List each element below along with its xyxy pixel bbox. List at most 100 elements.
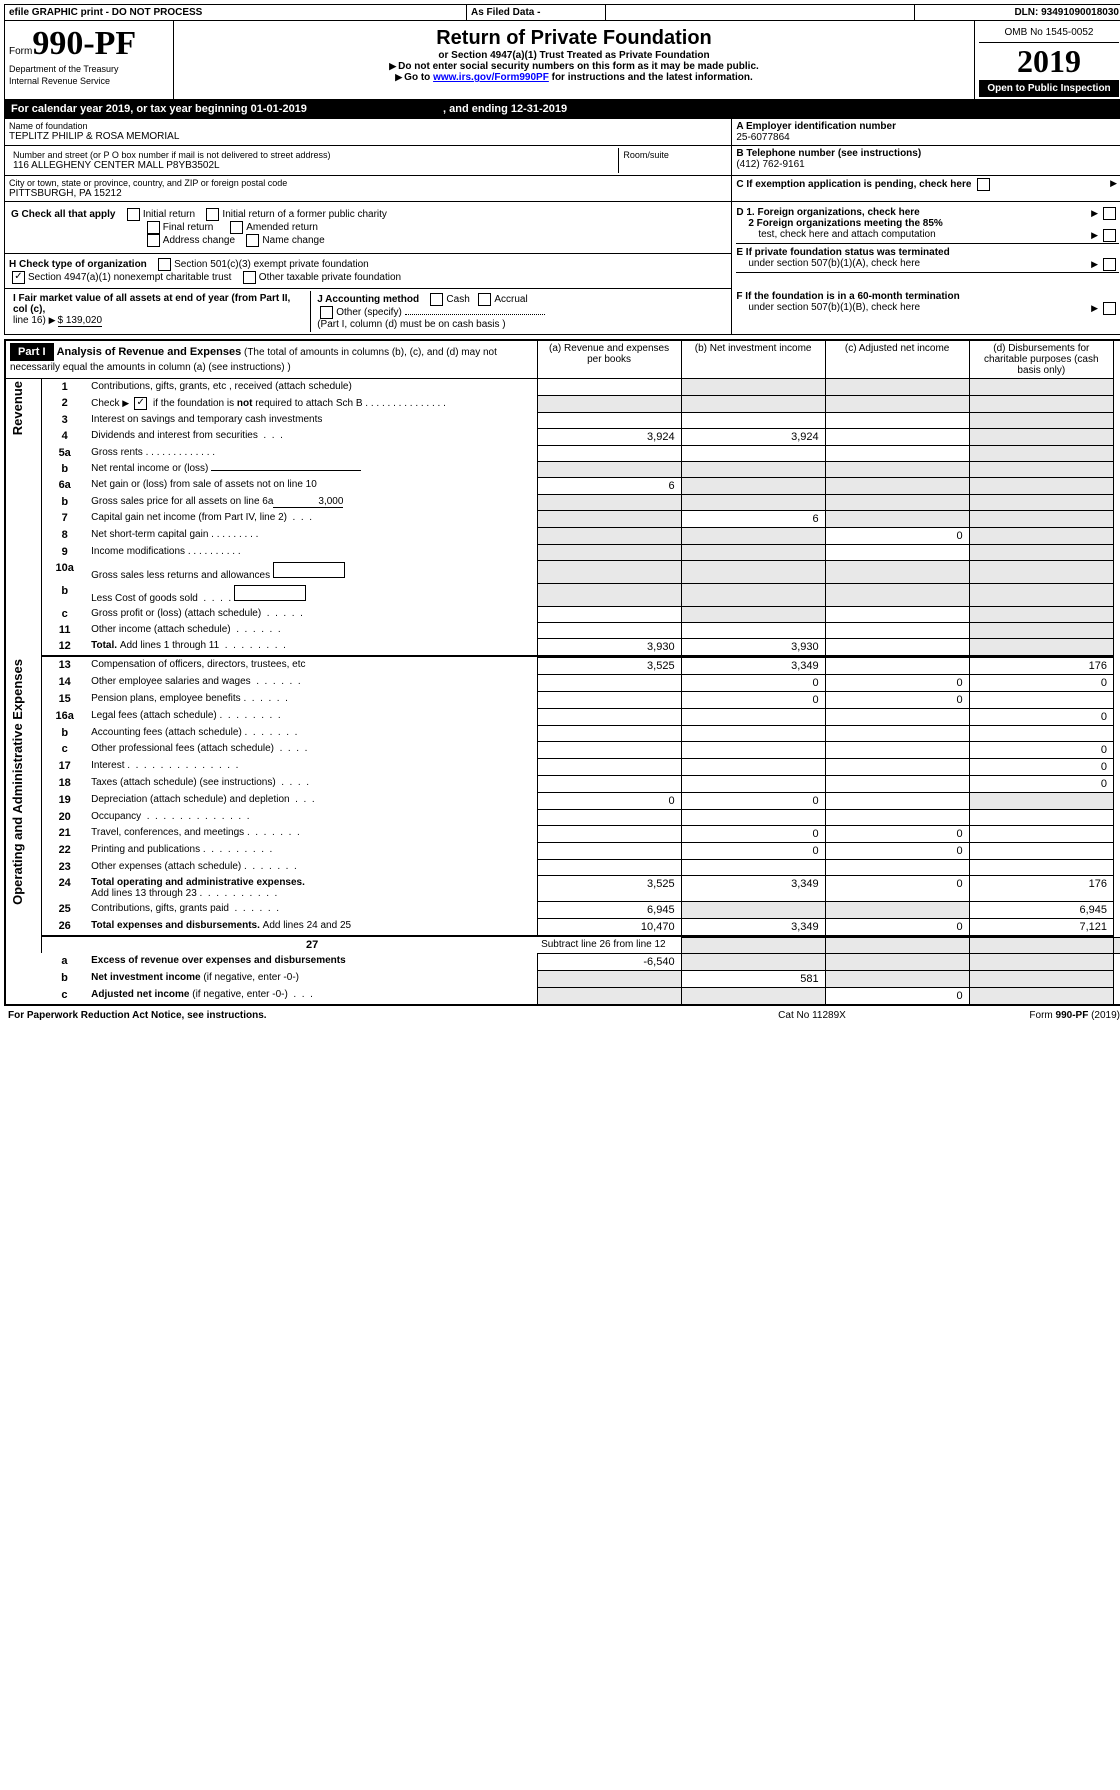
revenue-section: Revenue bbox=[10, 381, 30, 435]
row6b-text: Gross sales price for all assets on line… bbox=[91, 496, 273, 507]
row25-d: 6,945 bbox=[969, 901, 1113, 918]
row9-num: 9 bbox=[42, 544, 87, 560]
f-checkbox[interactable] bbox=[1103, 302, 1116, 315]
row16b-num: b bbox=[42, 725, 87, 741]
row21-num: 21 bbox=[42, 825, 87, 842]
row24-a: 3,525 bbox=[537, 875, 681, 901]
g-amended-checkbox[interactable] bbox=[230, 221, 243, 234]
e-checkbox[interactable] bbox=[1103, 258, 1116, 271]
part1-title: Analysis of Revenue and Expenses bbox=[57, 346, 242, 358]
row22-text: Printing and publications bbox=[91, 844, 200, 855]
h-4947: Section 4947(a)(1) nonexempt charitable … bbox=[28, 272, 231, 283]
row15-num: 15 bbox=[42, 691, 87, 708]
row27a-text: Excess of revenue over expenses and disb… bbox=[87, 953, 537, 970]
row27b-b: 581 bbox=[681, 970, 825, 987]
row24-text: Total operating and administrative expen… bbox=[91, 877, 305, 888]
row21-text: Travel, conferences, and meetings bbox=[91, 827, 244, 838]
row17-d: 0 bbox=[969, 758, 1113, 775]
row26-num: 26 bbox=[42, 918, 87, 936]
g-initial-former: Initial return of a former public charit… bbox=[222, 209, 387, 220]
row14-num: 14 bbox=[42, 674, 87, 691]
row27-text: Subtract line 26 from line 12 bbox=[537, 937, 681, 953]
col-a-header: (a) Revenue and expenses per books bbox=[537, 340, 681, 379]
row13-a: 3,525 bbox=[537, 657, 681, 674]
footer-form-year: (2019) bbox=[1088, 1010, 1120, 1021]
row20-num: 20 bbox=[42, 809, 87, 825]
phone-value: (412) 762-9161 bbox=[736, 159, 1119, 170]
irs: Internal Revenue Service bbox=[9, 76, 110, 86]
row18-d: 0 bbox=[969, 775, 1113, 792]
row26-a: 10,470 bbox=[537, 918, 681, 936]
goto-prefix: Go to bbox=[404, 72, 433, 83]
row11-text: Other income (attach schedule) bbox=[91, 624, 231, 635]
row27a-a: -6,540 bbox=[537, 953, 681, 970]
g-final-checkbox[interactable] bbox=[147, 221, 160, 234]
row6b-value: 3,000 bbox=[273, 496, 343, 508]
asfiled: As Filed Data - bbox=[467, 5, 606, 21]
g-name-checkbox[interactable] bbox=[246, 234, 259, 247]
row16a-num: 16a bbox=[42, 708, 87, 725]
g-initial-checkbox[interactable] bbox=[127, 208, 140, 221]
j-accrual-checkbox[interactable] bbox=[478, 293, 491, 306]
ssn-warning: Do not enter social security numbers on … bbox=[398, 61, 759, 72]
h-other: Other taxable private foundation bbox=[259, 272, 401, 283]
g-initial-former-checkbox[interactable] bbox=[206, 208, 219, 221]
dln-value: 93491090018030 bbox=[1041, 7, 1119, 18]
d1-label: D 1. Foreign organizations, check here bbox=[736, 207, 919, 218]
row12-text: Total. bbox=[91, 640, 120, 651]
irs-link[interactable]: www.irs.gov/Form990PF bbox=[433, 72, 549, 83]
c-checkbox[interactable] bbox=[977, 178, 990, 191]
row4-num: 4 bbox=[42, 428, 87, 445]
row23-text: Other expenses (attach schedule) bbox=[91, 861, 241, 872]
row5a-num: 5a bbox=[42, 445, 87, 461]
row4-b: 3,924 bbox=[681, 428, 825, 445]
row5b-text: Net rental income or (loss) bbox=[91, 463, 208, 474]
d2-checkbox[interactable] bbox=[1103, 229, 1116, 242]
form-title: Return of Private Foundation bbox=[180, 27, 968, 50]
dept: Department of the Treasury bbox=[9, 64, 119, 74]
row15-text: Pension plans, employee benefits bbox=[91, 693, 241, 704]
g-label: G Check all that apply bbox=[11, 209, 115, 220]
ein-label: A Employer identification number bbox=[736, 121, 1119, 132]
row19-b: 0 bbox=[681, 792, 825, 809]
row9-text: Income modifications bbox=[91, 546, 185, 557]
efile-text: efile GRAPHIC print - DO NOT PROCESS bbox=[5, 5, 467, 21]
row26-b: 3,349 bbox=[681, 918, 825, 936]
col-b-header: (b) Net investment income bbox=[681, 340, 825, 379]
g-name: Name change bbox=[262, 235, 324, 246]
row27a-num: a bbox=[42, 953, 87, 970]
j-cash: Cash bbox=[446, 294, 469, 305]
row5a-text: Gross rents bbox=[91, 447, 143, 458]
h-other-checkbox[interactable] bbox=[243, 271, 256, 284]
schb-checkbox[interactable]: ✓ bbox=[134, 397, 147, 410]
row12-num: 12 bbox=[42, 638, 87, 656]
row17-num: 17 bbox=[42, 758, 87, 775]
j-cash-checkbox[interactable] bbox=[430, 293, 443, 306]
row7-text: Capital gain net income (from Part IV, l… bbox=[91, 512, 287, 523]
g-address-checkbox[interactable] bbox=[147, 234, 160, 247]
row14-d: 0 bbox=[969, 674, 1113, 691]
d1-checkbox[interactable] bbox=[1103, 207, 1116, 220]
row3-num: 3 bbox=[42, 412, 87, 428]
row27c-num: c bbox=[42, 987, 87, 1005]
row17-text: Interest bbox=[91, 760, 124, 771]
row22-c: 0 bbox=[825, 842, 969, 859]
f-label-2: under section 507(b)(1)(B), check here bbox=[736, 302, 920, 313]
row26-d: 7,121 bbox=[969, 918, 1113, 936]
row8-c: 0 bbox=[825, 527, 969, 544]
row27c-text: Adjusted net income bbox=[91, 989, 192, 1000]
row13-num: 13 bbox=[42, 657, 87, 674]
h-501c3-checkbox[interactable] bbox=[158, 258, 171, 271]
row14-c: 0 bbox=[825, 674, 969, 691]
row24-d: 176 bbox=[969, 875, 1113, 901]
form-word: Form bbox=[9, 46, 32, 57]
row27c-c: 0 bbox=[825, 987, 969, 1005]
row25-a: 6,945 bbox=[537, 901, 681, 918]
row18-num: 18 bbox=[42, 775, 87, 792]
dln-label: DLN: bbox=[1014, 7, 1038, 18]
row19-text: Depreciation (attach schedule) and deple… bbox=[91, 794, 289, 805]
row16a-text: Legal fees (attach schedule) bbox=[91, 710, 217, 721]
j-other-checkbox[interactable] bbox=[320, 306, 333, 319]
h-4947-checkbox[interactable]: ✓ bbox=[12, 271, 25, 284]
period-end: , and ending 12-31-2019 bbox=[443, 103, 567, 115]
